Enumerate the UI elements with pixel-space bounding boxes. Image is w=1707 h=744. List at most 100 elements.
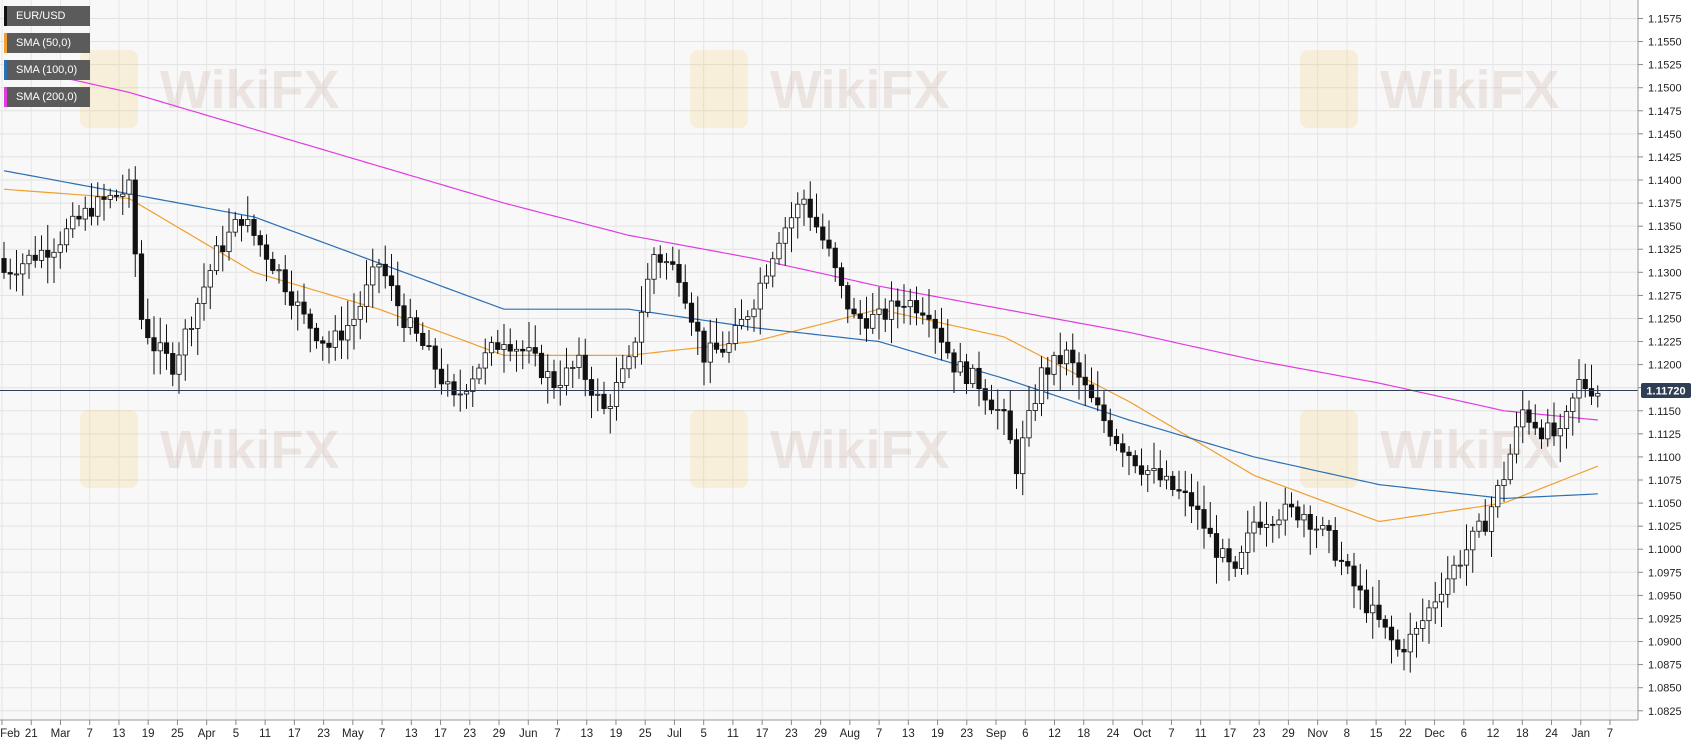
candle-body-up [745, 316, 751, 320]
candle [120, 174, 126, 216]
candle [1501, 461, 1507, 502]
candle [1151, 442, 1157, 484]
candle [707, 319, 713, 384]
candle-body-down [532, 347, 538, 354]
candle [1038, 356, 1045, 417]
watermark-logo: WikiFX [1300, 50, 1560, 128]
candle-body-up [1245, 532, 1251, 553]
candle [863, 296, 870, 342]
candle [295, 290, 301, 331]
x-tick-label: 29 [814, 728, 827, 740]
candle [151, 316, 157, 375]
candle-body-down [1001, 409, 1007, 412]
candle-body-down [895, 300, 901, 307]
candle [907, 288, 913, 325]
candle [357, 291, 363, 340]
candle-body-down [851, 308, 857, 315]
candle-body-down [538, 352, 545, 379]
candle-body-down [307, 313, 313, 329]
candle-body-down [382, 263, 388, 277]
legend-swatch-sma50 [4, 33, 7, 53]
candle-body-down [338, 330, 345, 341]
y-tick-label: 1.1400 [1648, 175, 1682, 187]
legend-label-sma50: SMA (50,0) [16, 37, 72, 49]
candle [445, 364, 451, 397]
candle-body-down [1126, 451, 1132, 456]
watermark-badge [690, 410, 748, 488]
candle-body-up [1495, 485, 1501, 508]
candle-body-down [657, 254, 663, 263]
candle [738, 299, 745, 330]
candle [732, 308, 738, 351]
candle-body-up [1263, 523, 1270, 528]
current-price-tag [1641, 382, 1691, 398]
x-tick-label: 17 [434, 728, 447, 740]
candle-body-up [13, 273, 20, 276]
candle-body-up [1220, 548, 1226, 558]
legend-item-sma50[interactable]: SMA (50,0) [4, 33, 90, 53]
candle-body-up [376, 263, 382, 268]
x-tick-label: 17 [756, 728, 769, 740]
candle-body-up [1301, 513, 1307, 521]
candle-body-up [176, 354, 182, 375]
candle-body-down [138, 253, 145, 320]
candle [570, 360, 576, 389]
candle-body-down [1045, 367, 1051, 375]
candle [632, 337, 638, 369]
candle-body-down [1551, 422, 1557, 437]
candle [807, 181, 813, 231]
candle-body-up [1513, 426, 1520, 455]
candle [663, 253, 670, 280]
candle [1013, 428, 1020, 490]
candle-body-down [113, 194, 120, 197]
candle [1251, 506, 1257, 553]
candle-body-down [826, 239, 832, 249]
legend-swatch-sma200 [4, 87, 7, 107]
candle-body-down [101, 196, 107, 200]
candle [351, 293, 357, 350]
candle-body-up [795, 203, 801, 219]
candle-body-down [1588, 388, 1595, 397]
candle [1526, 400, 1532, 435]
candle-body-up [51, 251, 57, 258]
x-tick-label: 21 [25, 728, 38, 740]
candle-body-up [613, 382, 620, 407]
y-tick-label: 1.1150 [1648, 406, 1681, 418]
candle [26, 249, 32, 279]
candle [1438, 572, 1445, 627]
candle-body-up [1451, 564, 1457, 580]
y-tick-label: 1.1500 [1648, 83, 1682, 95]
candle-body-up [213, 245, 220, 272]
candle [95, 182, 101, 226]
candle [963, 353, 970, 395]
current-price-label: 1.11720 [1641, 382, 1691, 398]
candle-body-up [370, 266, 376, 286]
legend-label-sma100: SMA (100,0) [16, 64, 78, 76]
x-tick-label: 13 [405, 728, 418, 740]
candle [1338, 541, 1345, 576]
candle [1495, 479, 1501, 518]
candle [288, 270, 295, 320]
candle [857, 299, 863, 335]
candle [7, 258, 13, 290]
candle [176, 342, 182, 394]
candle-body-up [576, 354, 582, 368]
candle [576, 337, 582, 379]
candle [1026, 386, 1032, 447]
candle [1145, 465, 1151, 492]
candle [1195, 481, 1201, 530]
candle [326, 330, 332, 364]
candle [851, 297, 857, 319]
legend-item-eurusd[interactable]: EUR/USD [4, 6, 90, 26]
candle [1445, 556, 1451, 608]
x-tick-label: 11 [727, 728, 739, 740]
legend-item-sma100[interactable]: SMA (100,0) [4, 60, 90, 80]
candle [1332, 517, 1338, 567]
candle-body-up [351, 318, 357, 326]
candle [526, 321, 532, 364]
candle [788, 202, 795, 253]
legend-item-sma200[interactable]: SMA (200,0) [4, 87, 90, 107]
candle-body-down [1332, 530, 1338, 561]
candle-body-up [207, 270, 213, 288]
